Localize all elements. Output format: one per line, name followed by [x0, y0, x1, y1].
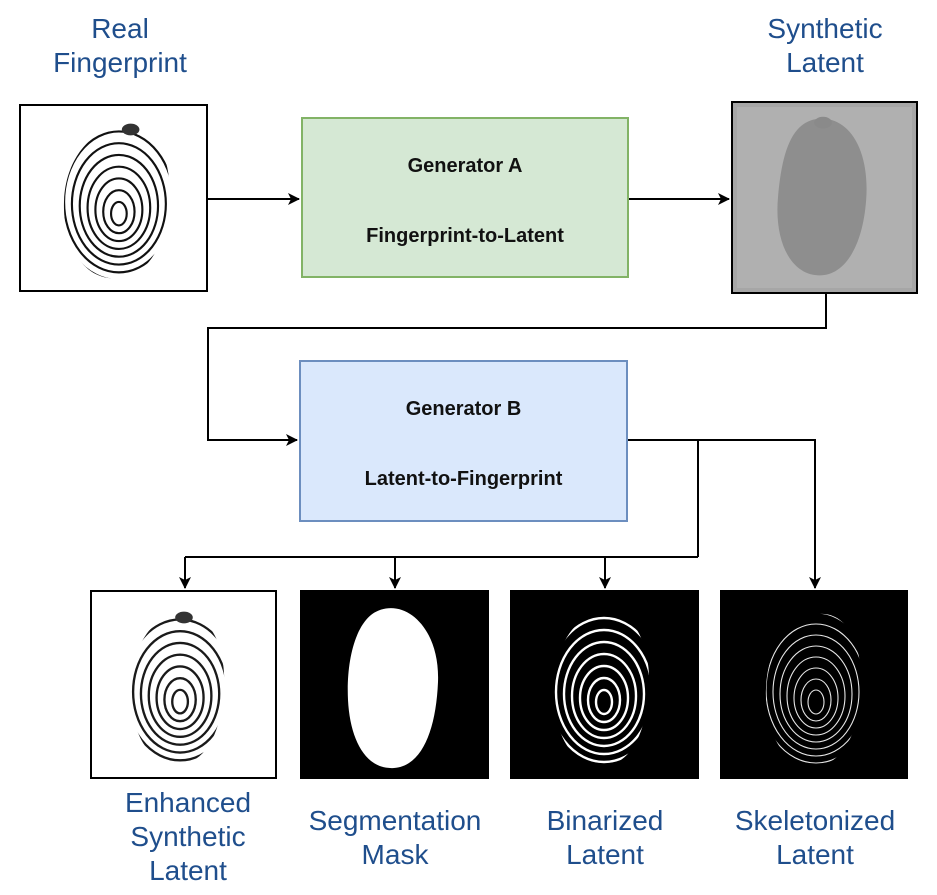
binarized-latent-label: Binarized Latent — [510, 804, 700, 872]
real-fingerprint-label-line1: Real — [91, 13, 149, 44]
binarized-latent-image — [510, 590, 699, 779]
skeletonized-label-line1: Skeletonized — [734, 805, 896, 836]
binarized-label-line2: Latent — [566, 839, 644, 870]
real-fingerprint-label: Real Fingerprint — [40, 12, 200, 80]
line-generator-b-output — [628, 439, 699, 557]
generator-b-box: Generator B Latent-to-Fingerprint — [299, 360, 628, 522]
generator-a-task: Fingerprint-to-Latent — [366, 225, 564, 247]
segmentation-label-line1: Segmentation — [308, 805, 482, 836]
enhanced-label-line2: Synthetic — [130, 821, 246, 852]
real-fingerprint-image — [19, 104, 208, 292]
enhanced-label-line1: Enhanced — [124, 787, 252, 818]
synthetic-latent-label-line2: Latent — [786, 47, 864, 78]
generator-b-name: Generator B — [405, 398, 522, 420]
generator-a-name: Generator A — [407, 155, 523, 177]
enhanced-label-line3: Latent — [149, 855, 227, 886]
arrow-synthetic-to-generator-b — [207, 294, 827, 446]
synthetic-latent-label-line1: Synthetic — [767, 13, 883, 44]
synthetic-latent-image — [731, 101, 918, 294]
generator-a-box: Generator A Fingerprint-to-Latent — [301, 117, 629, 278]
segmentation-mask-label: Segmentation Mask — [290, 804, 500, 872]
enhanced-synthetic-latent-label: Enhanced Synthetic Latent — [98, 786, 278, 888]
skeletonized-label-line2: Latent — [776, 839, 854, 870]
skeletonized-latent-label: Skeletonized Latent — [710, 804, 920, 872]
skeletonized-latent-image — [720, 590, 908, 779]
synthetic-latent-label: Synthetic Latent — [745, 12, 905, 80]
real-fingerprint-label-line2: Fingerprint — [53, 47, 187, 78]
segmentation-label-line2: Mask — [361, 839, 429, 870]
binarized-label-line1: Binarized — [546, 805, 664, 836]
arrow-to-skeletonized — [698, 439, 821, 589]
enhanced-synthetic-latent-image — [90, 590, 277, 779]
segmentation-mask-image — [300, 590, 489, 779]
generator-b-task: Latent-to-Fingerprint — [364, 468, 563, 490]
